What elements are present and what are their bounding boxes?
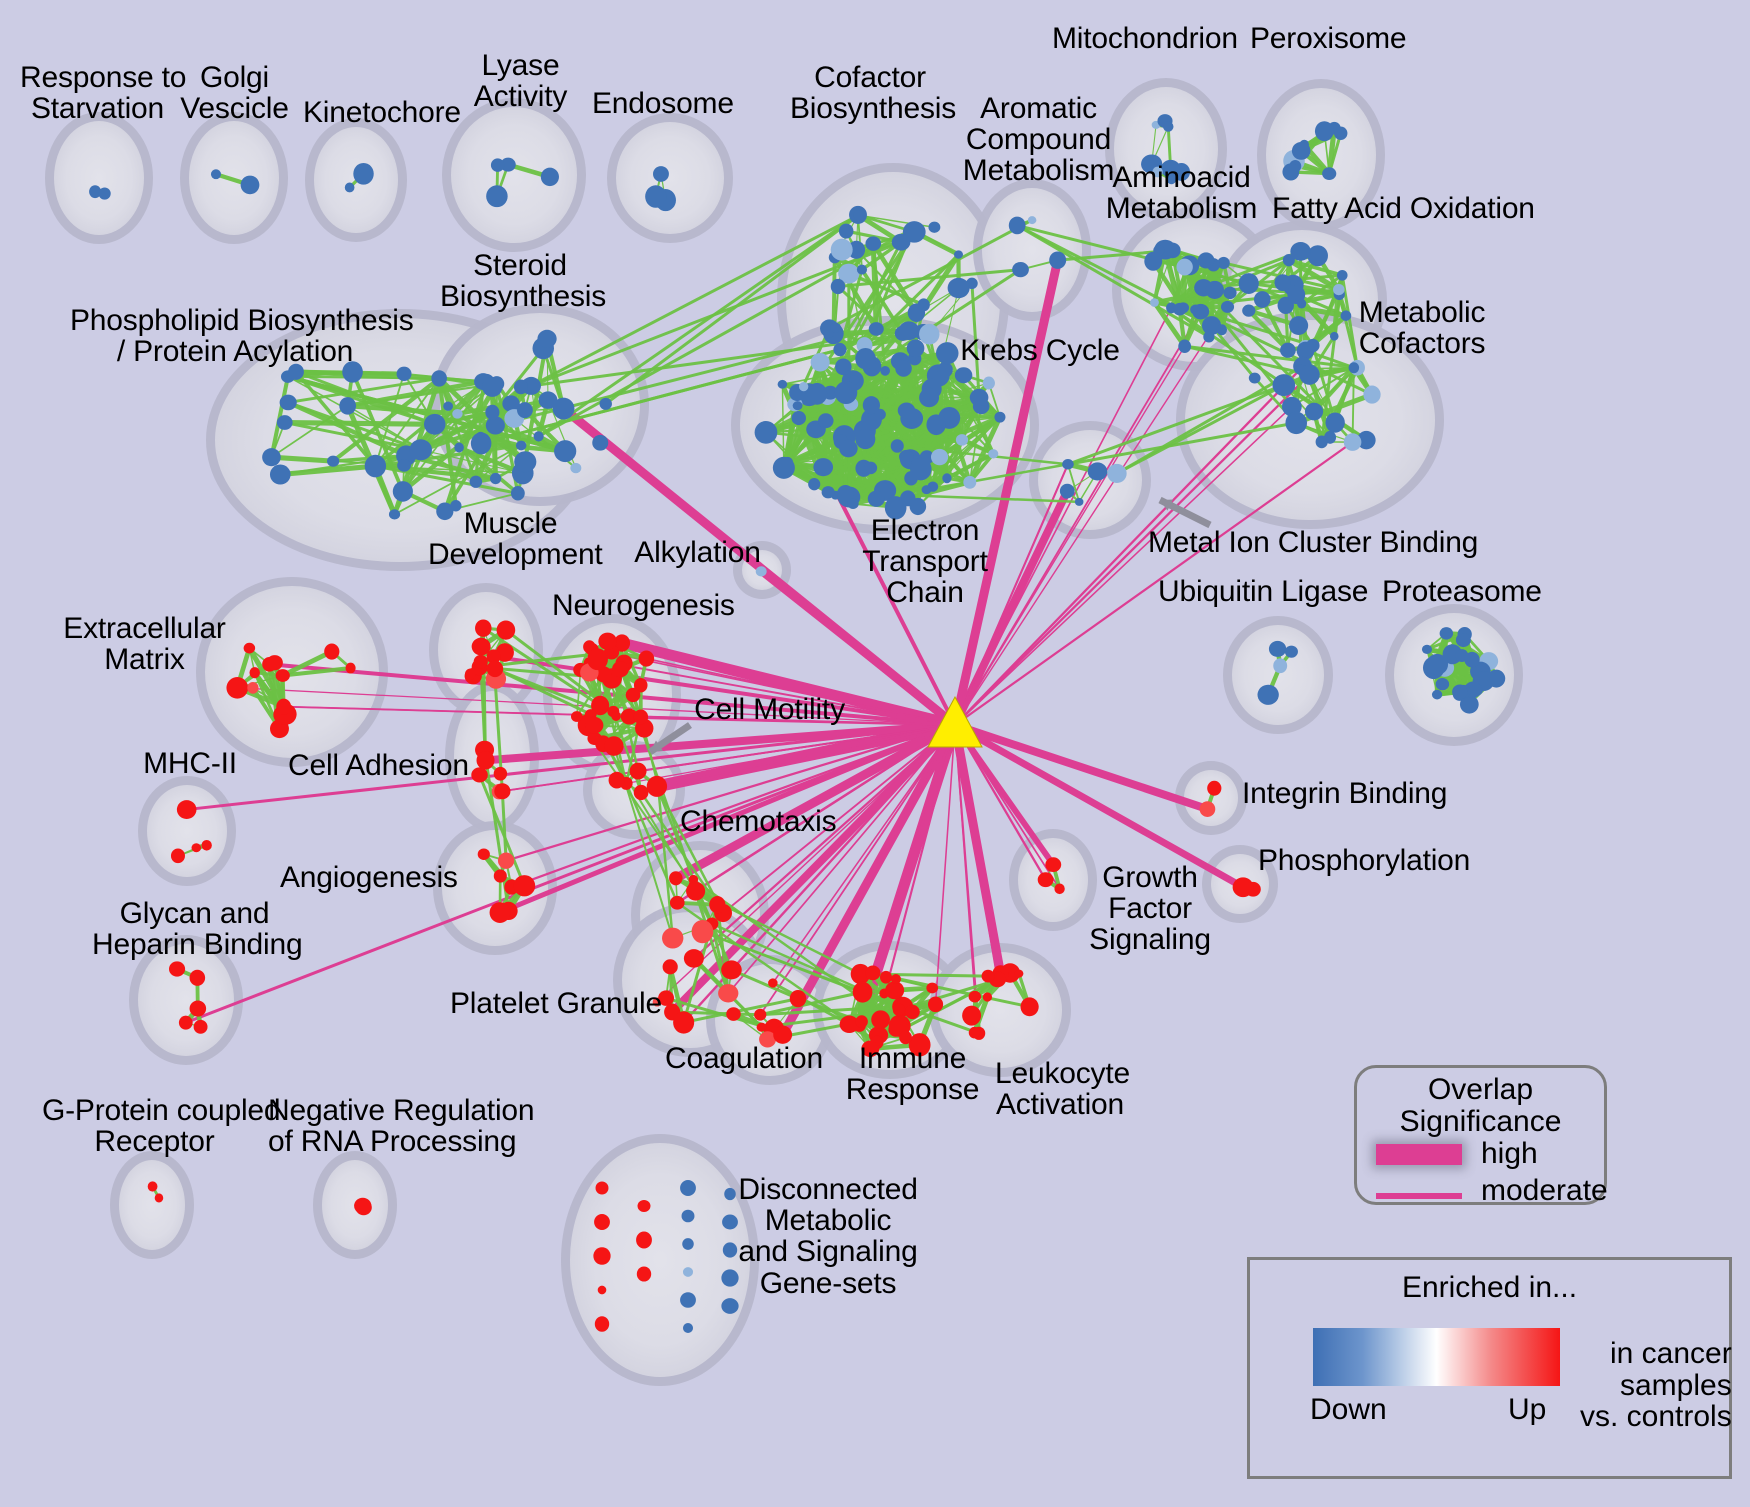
enrichment-up-label: Up — [1508, 1393, 1547, 1426]
enrichment-down-label: Down — [1310, 1393, 1387, 1426]
high-significance-swatch — [1376, 1144, 1462, 1165]
overlap-significance-legend: Overlap Significance high moderate — [1354, 1065, 1608, 1207]
colon-cancer-hub[interactable] — [927, 695, 983, 748]
moderate-significance-label: moderate — [1481, 1174, 1608, 1207]
enrichment-color-bar — [1313, 1328, 1560, 1386]
moderate-significance-swatch — [1376, 1193, 1462, 1199]
overlap-legend-title: Overlap Significance — [1399, 1073, 1562, 1138]
gene-set-nodes — [89, 114, 1506, 1333]
enrichment-legend-title: Enriched in... — [1401, 1271, 1578, 1304]
enrichment-legend: Enriched in... Down Up in cancer samples… — [1247, 1257, 1732, 1479]
high-significance-label: high — [1481, 1137, 1538, 1170]
callout-arrows — [648, 496, 1212, 755]
enrichment-caption: in cancer samples vs. controls — [1580, 1337, 1732, 1433]
